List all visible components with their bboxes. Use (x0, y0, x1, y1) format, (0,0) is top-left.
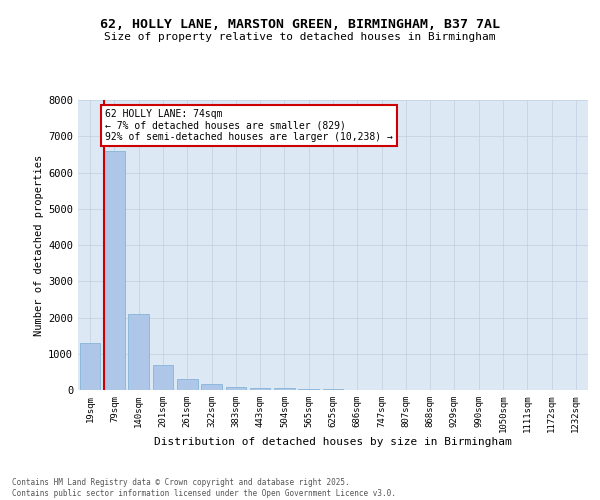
Text: Size of property relative to detached houses in Birmingham: Size of property relative to detached ho… (104, 32, 496, 42)
Bar (250, 388, 271, 390)
Bar (152, 366, 173, 390)
Bar (80, 343, 100, 390)
X-axis label: Distribution of detached houses by size in Birmingham: Distribution of detached houses by size … (154, 436, 512, 446)
Bar (104, 151, 125, 390)
Bar (177, 379, 197, 390)
Bar (226, 386, 246, 390)
Bar (128, 314, 149, 390)
Text: 62, HOLLY LANE, MARSTON GREEN, BIRMINGHAM, B37 7AL: 62, HOLLY LANE, MARSTON GREEN, BIRMINGHA… (100, 18, 500, 30)
Bar (274, 388, 295, 390)
Bar (201, 384, 222, 390)
Text: 62 HOLLY LANE: 74sqm
← 7% of detached houses are smaller (829)
92% of semi-detac: 62 HOLLY LANE: 74sqm ← 7% of detached ho… (105, 109, 393, 142)
Text: Contains HM Land Registry data © Crown copyright and database right 2025.
Contai: Contains HM Land Registry data © Crown c… (12, 478, 396, 498)
Y-axis label: Number of detached properties: Number of detached properties (34, 154, 44, 336)
Bar (298, 388, 319, 390)
